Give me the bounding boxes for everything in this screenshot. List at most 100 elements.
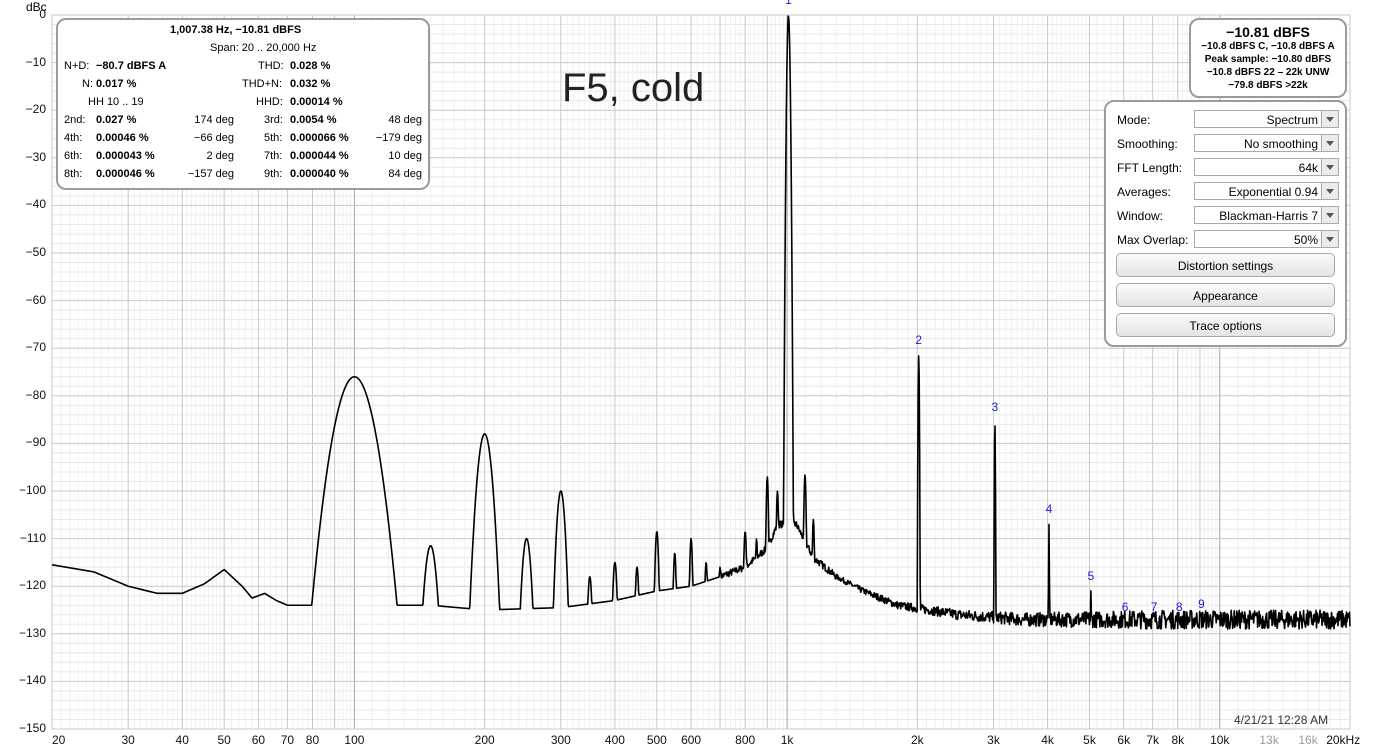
chevron-down-icon bbox=[1321, 207, 1338, 223]
harmonic-marker-label: 4 bbox=[1045, 502, 1053, 517]
chart-annotation: F5, cold bbox=[562, 66, 705, 110]
x-tick-label: 1k bbox=[780, 733, 794, 747]
y-tick-label: −100 bbox=[18, 483, 46, 497]
harmonic-marker-label: 2 bbox=[915, 333, 923, 348]
y-tick-label: −40 bbox=[25, 197, 46, 212]
level-peak-sample: Peak sample: −10.80 dBFS bbox=[1204, 54, 1332, 65]
level-above-22k: −79.8 dBFS >22k bbox=[1228, 80, 1308, 91]
level-main: −10.81 dBFS bbox=[1226, 24, 1310, 40]
x-tick-label: 4k bbox=[1041, 733, 1054, 747]
harmonic-marker-label: 1 bbox=[785, 0, 792, 7]
thdn-label: THD+N: bbox=[242, 78, 283, 90]
distortion-settings-button[interactable]: Distortion settings bbox=[1116, 253, 1335, 277]
harmonic-phase2: 48 deg bbox=[388, 114, 422, 126]
y-tick-label: −110 bbox=[19, 530, 46, 545]
stats-span: Span: 20 .. 20,000 Hz bbox=[210, 42, 317, 54]
harmonic-phase2: 10 deg bbox=[388, 150, 422, 162]
x-tick-label: 50 bbox=[217, 733, 231, 747]
averages-value: Exponential 0.94 bbox=[1228, 185, 1318, 199]
thd-value: 0.028 % bbox=[290, 60, 331, 72]
harmonic-value2: 0.000044 % bbox=[290, 150, 349, 162]
y-tick-label: −50 bbox=[25, 245, 46, 259]
averages-select[interactable]: Exponential 0.94 bbox=[1194, 182, 1339, 200]
x-tick-label: 3k bbox=[987, 733, 1000, 747]
x-tick-label: 20kHz bbox=[1326, 733, 1361, 747]
x-tick-label: 2k bbox=[910, 733, 924, 747]
harmonic-marker-label: 8 bbox=[1175, 599, 1183, 614]
level-unweighted: −10.8 dBFS 22 – 22k UNW bbox=[1206, 67, 1330, 78]
thdn-value: 0.032 % bbox=[290, 78, 331, 90]
smoothing-row: Smoothing: No smoothing bbox=[1114, 134, 1339, 154]
x-tick-label: 70 bbox=[280, 733, 295, 747]
harmonic-phase: −66 deg bbox=[193, 132, 234, 144]
averages-label: Averages: bbox=[1117, 185, 1171, 199]
harmonic-label: 2nd: bbox=[64, 114, 86, 126]
harmonic-row: 2nd: 0.027 % 174 deg 3rd: 0.0054 % 48 deg bbox=[58, 114, 428, 132]
harmonic-label2: 5th: bbox=[264, 132, 283, 144]
averages-row: Averages: Exponential 0.94 bbox=[1114, 182, 1339, 202]
harmonic-label: 6th: bbox=[64, 150, 83, 162]
harmonic-value: 0.000046 % bbox=[96, 168, 155, 180]
smoothing-label: Smoothing: bbox=[1117, 137, 1178, 151]
distortion-stats-panel: 1,007.38 Hz, −10.81 dBFS Span: 20 .. 20,… bbox=[56, 18, 430, 190]
x-tick-label: 300 bbox=[550, 733, 571, 747]
smoothing-select[interactable]: No smoothing bbox=[1194, 134, 1339, 152]
y-tick-label: −150 bbox=[18, 721, 46, 735]
x-tick-label: 30 bbox=[121, 733, 135, 747]
x-tick-label: 400 bbox=[604, 733, 625, 747]
fft-length-select[interactable]: 64k bbox=[1194, 158, 1339, 176]
timestamp: 4/21/21 12:28 AM bbox=[1234, 713, 1329, 727]
hhd-label: HHD: bbox=[256, 96, 283, 108]
fft-length-value: 64k bbox=[1298, 161, 1318, 175]
harmonic-phase2: −179 deg bbox=[375, 132, 422, 144]
level-meter-panel: −10.81 dBFS −10.8 dBFS C, −10.8 dBFS A P… bbox=[1189, 18, 1347, 98]
x-tick-label: 16k bbox=[1298, 733, 1318, 747]
mode-select[interactable]: Spectrum bbox=[1194, 110, 1339, 128]
x-tick-label: 8k bbox=[1171, 733, 1185, 747]
x-tick-label: 40 bbox=[175, 733, 189, 747]
harmonic-phase: 174 deg bbox=[194, 114, 234, 126]
x-tick-label: 5k bbox=[1083, 733, 1096, 747]
y-tick-label: −30 bbox=[25, 149, 46, 164]
window-row: Window: Blackman-Harris 7 bbox=[1114, 206, 1339, 226]
harmonic-marker-label: 3 bbox=[991, 399, 999, 414]
y-tick-label: −20 bbox=[25, 102, 46, 117]
x-tick-label: 200 bbox=[474, 733, 495, 747]
harmonic-value2: 0.000040 % bbox=[290, 168, 349, 180]
window-label: Window: bbox=[1117, 209, 1164, 223]
window-select[interactable]: Blackman-Harris 7 bbox=[1194, 206, 1339, 224]
level-weighted: −10.8 dBFS C, −10.8 dBFS A bbox=[1201, 41, 1335, 52]
max-overlap-label: Max Overlap: bbox=[1117, 233, 1189, 247]
harmonic-marker-label: 5 bbox=[1087, 568, 1095, 583]
harmonic-row: 4th: 0.00046 % −66 deg 5th: 0.000066 % −179 d… bbox=[58, 132, 428, 150]
harmonic-value2: 0.000066 % bbox=[290, 132, 349, 144]
y-tick-label: −80 bbox=[25, 387, 46, 402]
harmonic-value: 0.00046 % bbox=[96, 132, 149, 144]
harmonic-marker-label: 9 bbox=[1197, 597, 1205, 612]
x-tick-label: 6k bbox=[1117, 733, 1131, 747]
mode-value: Spectrum bbox=[1266, 113, 1318, 127]
max-overlap-row: Max Overlap: 50% bbox=[1114, 230, 1339, 250]
y-tick-label: −130 bbox=[18, 625, 46, 640]
trace-options-button[interactable]: Trace options bbox=[1116, 313, 1335, 337]
max-overlap-value: 50% bbox=[1293, 233, 1318, 247]
max-overlap-select[interactable]: 50% bbox=[1194, 230, 1339, 248]
mode-label: Mode: bbox=[1117, 113, 1151, 127]
analyzer-settings-panel: Mode: Spectrum Smoothing: No smoothing F… bbox=[1104, 100, 1347, 347]
harmonic-label2: 7th: bbox=[264, 150, 283, 162]
smoothing-value: No smoothing bbox=[1243, 137, 1318, 151]
n-label: N: bbox=[82, 78, 93, 90]
y-axis-unit: dBc bbox=[26, 0, 47, 14]
y-tick-label: −60 bbox=[25, 292, 46, 307]
x-tick-label: 500 bbox=[646, 733, 667, 747]
harmonic-label2: 3rd: bbox=[264, 114, 283, 126]
appearance-button[interactable]: Appearance bbox=[1116, 283, 1335, 307]
window-value: Blackman-Harris 7 bbox=[1219, 209, 1318, 223]
harmonic-label: 8th: bbox=[64, 168, 83, 180]
harmonic-label2: 9th: bbox=[264, 168, 283, 180]
harmonic-label: 4th: bbox=[64, 132, 83, 144]
stats-header: 1,007.38 Hz, −10.81 dBFS bbox=[170, 24, 302, 36]
chevron-down-icon bbox=[1321, 111, 1338, 127]
y-tick-label: −10 bbox=[25, 54, 46, 69]
x-tick-label: 80 bbox=[305, 733, 320, 747]
